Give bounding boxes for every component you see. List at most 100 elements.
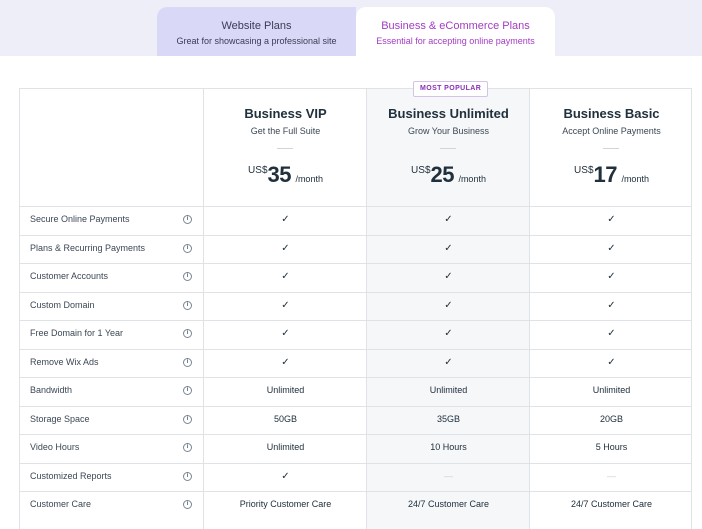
plan-separator <box>603 148 619 149</box>
check-icon: ✓ <box>281 471 290 482</box>
price-amount: 35 <box>267 162 292 187</box>
check-icon: ✓ <box>444 300 453 311</box>
feature-value: Unlimited <box>429 385 468 395</box>
info-icon[interactable]: i <box>183 272 192 281</box>
feature-value: Priority Customer Care <box>239 499 332 509</box>
feature-value: 20GB <box>599 414 623 424</box>
row-divider <box>19 292 692 293</box>
feature-label: Storage Space <box>30 414 90 424</box>
price-amount: 17 <box>593 162 618 187</box>
feature-label: Secure Online Payments <box>30 214 130 224</box>
check-icon: ✓ <box>281 271 290 282</box>
tab-title: Business & eCommerce Plans <box>381 20 530 32</box>
plan-tagline: Accept Online Payments <box>562 126 661 136</box>
info-icon[interactable]: i <box>183 358 192 367</box>
check-icon: ✓ <box>607 214 616 225</box>
check-icon: ✓ <box>281 243 290 254</box>
check-icon: ✓ <box>444 243 453 254</box>
tab-title: Website Plans <box>221 20 292 32</box>
plan-separator <box>440 148 456 149</box>
feature-value: Unlimited <box>266 442 305 452</box>
plan-name: Business Basic <box>563 106 660 121</box>
row-divider <box>19 235 692 236</box>
tab-subtitle: Essential for accepting online payments <box>376 36 535 46</box>
column-divider <box>366 88 367 529</box>
info-icon[interactable]: i <box>183 244 192 253</box>
feature-value: 50GB <box>273 414 297 424</box>
feature-value: 35GB <box>436 414 460 424</box>
feature-value: 10 Hours <box>430 442 467 452</box>
price-amount: 25 <box>430 162 455 187</box>
most-popular-badge: MOST POPULAR <box>413 81 489 97</box>
row-divider <box>19 434 692 435</box>
feature-value: Unlimited <box>592 385 631 395</box>
feature-value: 24/7 Customer Care <box>570 499 653 509</box>
plan-price: US$17 /month <box>530 162 693 188</box>
column-divider <box>691 88 692 529</box>
price-currency: US$ <box>574 165 594 176</box>
feature-label: Free Domain for 1 Year <box>30 328 124 338</box>
check-icon: ✓ <box>607 328 616 339</box>
feature-value: 24/7 Customer Care <box>407 499 490 509</box>
feature-label: Bandwidth <box>30 385 73 395</box>
price-currency: US$ <box>248 165 268 176</box>
check-icon: ✓ <box>607 271 616 282</box>
tab-subtitle: Great for showcasing a professional site <box>176 36 337 46</box>
dash-icon: — <box>607 471 616 481</box>
info-icon[interactable]: i <box>183 500 192 509</box>
most-popular-column-highlight <box>367 88 530 529</box>
feature-label: Customer Care <box>30 499 92 509</box>
price-period: /month <box>295 174 323 184</box>
check-icon: ✓ <box>607 357 616 368</box>
info-icon[interactable]: i <box>183 329 192 338</box>
check-icon: ✓ <box>444 357 453 368</box>
info-icon[interactable]: i <box>183 472 192 481</box>
plan-header-business-unlimited: Business Unlimited Grow Your Business US… <box>367 88 530 206</box>
check-icon: ✓ <box>281 328 290 339</box>
feature-label: Plans & Recurring Payments <box>30 243 146 253</box>
plan-comparison-table <box>19 88 692 529</box>
plan-header-business-vip: Business VIP Get the Full Suite US$35 /m… <box>204 88 367 206</box>
check-icon: ✓ <box>281 300 290 311</box>
plan-separator <box>277 148 293 149</box>
price-period: /month <box>458 174 486 184</box>
check-icon: ✓ <box>281 214 290 225</box>
feature-label: Customer Accounts <box>30 271 109 281</box>
check-icon: ✓ <box>444 328 453 339</box>
check-icon: ✓ <box>607 243 616 254</box>
tab-website-plans[interactable]: Website Plans Great for showcasing a pro… <box>157 7 356 56</box>
plan-name: Business Unlimited <box>388 106 509 121</box>
plan-price: US$35 /month <box>204 162 367 188</box>
info-icon[interactable]: i <box>183 386 192 395</box>
row-divider <box>19 349 692 350</box>
row-divider <box>19 463 692 464</box>
column-divider <box>529 88 530 529</box>
feature-label: Video Hours <box>30 442 80 452</box>
info-icon[interactable]: i <box>183 301 192 310</box>
price-period: /month <box>621 174 649 184</box>
info-icon[interactable]: i <box>183 215 192 224</box>
check-icon: ✓ <box>607 300 616 311</box>
tab-business-ecommerce-plans[interactable]: Business & eCommerce Plans Essential for… <box>356 7 555 56</box>
info-icon[interactable]: i <box>183 415 192 424</box>
feature-value: 5 Hours <box>595 442 628 452</box>
dash-icon: — <box>444 471 453 481</box>
price-currency: US$ <box>411 165 431 176</box>
feature-value: Unlimited <box>266 385 305 395</box>
feature-label: Custom Domain <box>30 300 95 310</box>
row-divider <box>19 206 692 207</box>
plan-header-business-basic: Business Basic Accept Online Payments US… <box>530 88 693 206</box>
feature-label: Customized Reports <box>30 471 112 481</box>
row-divider <box>19 377 692 378</box>
row-divider <box>19 406 692 407</box>
plan-tagline: Get the Full Suite <box>250 126 321 136</box>
check-icon: ✓ <box>444 214 453 225</box>
column-divider <box>203 88 204 529</box>
info-icon[interactable]: i <box>183 443 192 452</box>
row-divider <box>19 491 692 492</box>
plan-price: US$25 /month <box>367 162 530 188</box>
row-divider <box>19 263 692 264</box>
plan-name: Business VIP <box>244 106 327 121</box>
feature-label: Remove Wix Ads <box>30 357 99 367</box>
check-icon: ✓ <box>444 271 453 282</box>
